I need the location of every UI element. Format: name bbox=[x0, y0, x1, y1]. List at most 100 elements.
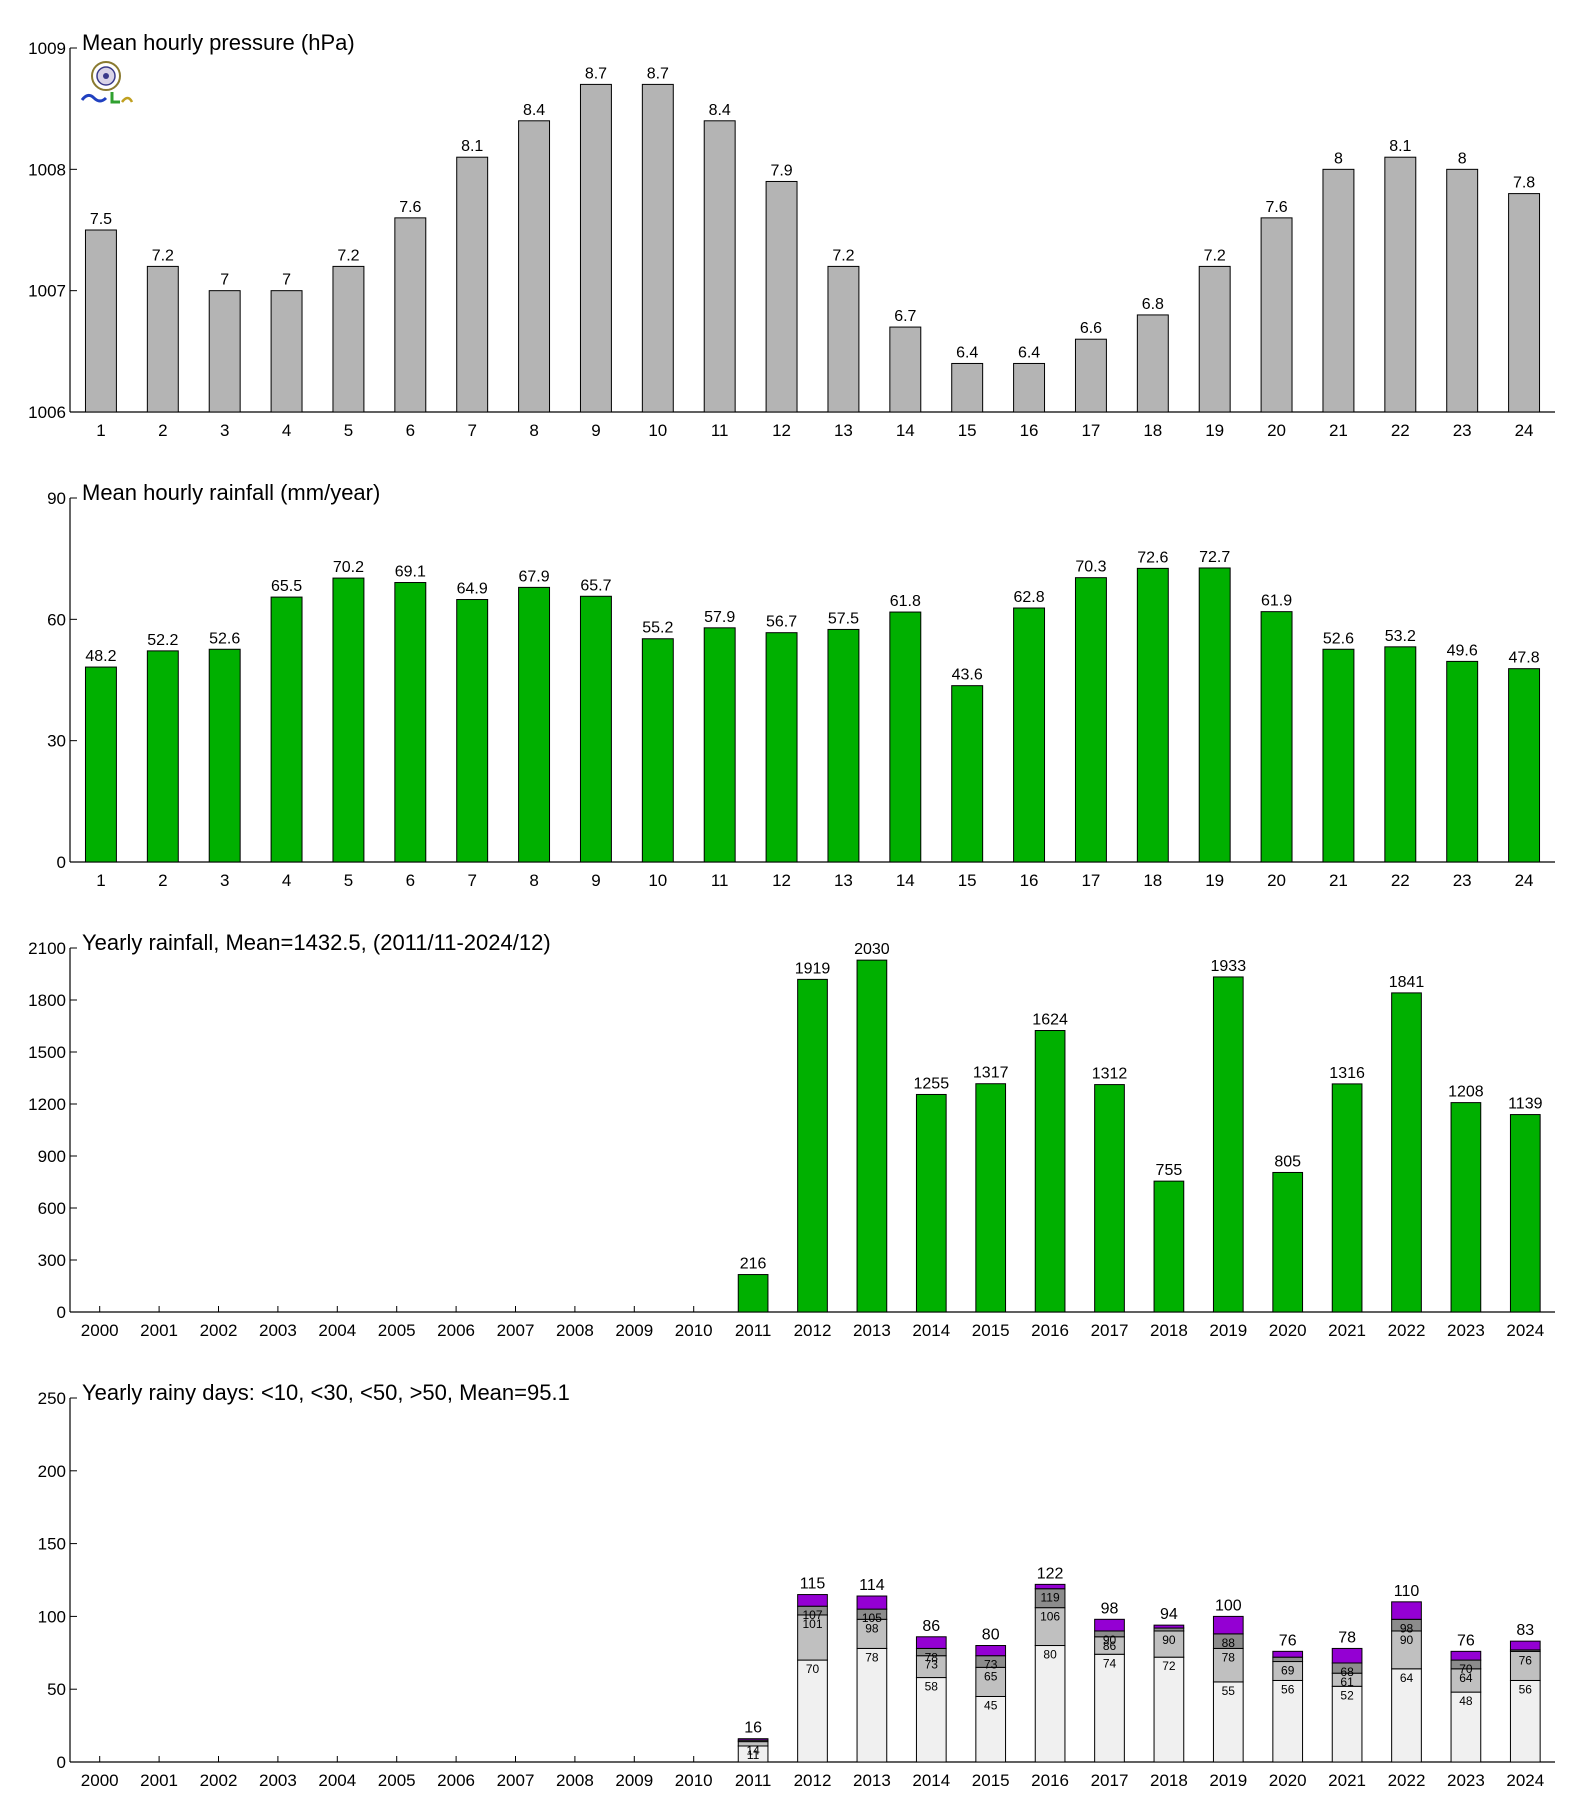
yearly-rain-x-tick-label: 2006 bbox=[437, 1321, 475, 1340]
hourly-rain-bar bbox=[889, 611, 922, 863]
pressure-y-tick-label: 1008 bbox=[28, 160, 66, 179]
yearly-rain-data-label: 1317 bbox=[973, 1065, 1009, 1082]
pressure-data-label: 8.4 bbox=[709, 102, 731, 119]
hourly-rain-x-tick-label: 15 bbox=[958, 871, 977, 890]
yearly-rain-x-tick-label: 2021 bbox=[1328, 1321, 1366, 1340]
pressure-data-label: 6.4 bbox=[1018, 344, 1040, 361]
rainy-days-segment-3 bbox=[975, 1645, 1007, 1657]
rainy-days-segment-label: 58 bbox=[925, 1680, 939, 1694]
yearly-rain-x-tick-label: 2017 bbox=[1091, 1321, 1129, 1340]
rainy-days-segment-0 bbox=[1450, 1691, 1482, 1763]
pressure-bar bbox=[1198, 265, 1231, 413]
rainy-days-x-tick-label: 2007 bbox=[497, 1771, 535, 1790]
rainy-days-segment-label: 69 bbox=[1281, 1664, 1295, 1678]
yearly-rain-bar bbox=[856, 959, 888, 1313]
rainy-days-x-tick-label: 2010 bbox=[675, 1771, 713, 1790]
rainy-days-segment-1 bbox=[797, 1614, 828, 1661]
rainy-days-segment-0 bbox=[1391, 1668, 1422, 1763]
pressure-bar bbox=[1013, 362, 1046, 413]
pressure-x-tick-label: 8 bbox=[529, 421, 538, 440]
hourly-rain-x-tick-label: 22 bbox=[1391, 871, 1410, 890]
rainy-days-y-tick-label: 100 bbox=[38, 1607, 66, 1626]
hourly-rain-x-tick-label: 14 bbox=[896, 871, 915, 890]
pressure-x-tick-label: 12 bbox=[772, 421, 791, 440]
rainy-days-x-tick-label: 2024 bbox=[1506, 1771, 1544, 1790]
rainy-days-segment-3 bbox=[1450, 1650, 1482, 1661]
pressure-x-tick-label: 7 bbox=[467, 421, 476, 440]
hourly-rain-data-label: 72.6 bbox=[1137, 549, 1168, 566]
rainy-days-segment-label: 78 bbox=[925, 1650, 939, 1664]
pressure-x-tick-label: 5 bbox=[344, 421, 353, 440]
yearly-rain-x-tick-label: 2007 bbox=[497, 1321, 535, 1340]
rainy-days-segment-label: 64 bbox=[1400, 1671, 1414, 1685]
hourly-rain-bar bbox=[518, 586, 551, 863]
rainy-days-total-label: 114 bbox=[859, 1577, 885, 1594]
rainy-days-segment-0 bbox=[1034, 1645, 1066, 1763]
rainy-days-x-tick-label: 2002 bbox=[200, 1771, 238, 1790]
hourly-rain-x-tick-label: 18 bbox=[1143, 871, 1162, 890]
hourly-rain-bar bbox=[332, 577, 365, 863]
rainy-days-y-tick-label: 250 bbox=[38, 1389, 66, 1408]
yearly-rain-x-tick-label: 2009 bbox=[615, 1321, 653, 1340]
yearly-rain-bar bbox=[915, 1093, 947, 1313]
pressure-bar bbox=[889, 326, 922, 413]
hourly-rain-bar bbox=[765, 632, 798, 863]
rainy-days-total-label: 115 bbox=[800, 1576, 826, 1593]
rainy-days-segment-label: 64 bbox=[1459, 1671, 1473, 1685]
yearly-rain-y-tick-label: 300 bbox=[38, 1251, 66, 1270]
rainy-days-segment-3 bbox=[1212, 1615, 1244, 1635]
pressure-bar bbox=[208, 290, 241, 413]
rainy-days-segment-label: 70 bbox=[806, 1662, 820, 1676]
rainy-days-x-tick-label: 2021 bbox=[1328, 1771, 1366, 1790]
pressure-data-label: 7 bbox=[282, 272, 291, 289]
rainy-days-total-label: 80 bbox=[982, 1627, 1000, 1644]
pressure-x-tick-label: 17 bbox=[1081, 421, 1100, 440]
rainy-days-segment-label: 56 bbox=[1281, 1682, 1295, 1696]
rainy-days-segment-3 bbox=[1331, 1647, 1363, 1664]
rainy-days-segment-label: 65 bbox=[984, 1669, 998, 1683]
hourly-rain-bar bbox=[270, 596, 303, 863]
hourly-rain-y-tick-label: 0 bbox=[57, 853, 66, 872]
hourly-rain-data-label: 43.6 bbox=[952, 667, 983, 684]
pressure-data-label: 7.2 bbox=[337, 247, 359, 264]
rainy-days-chart: 0 50 100 150 200 250 2000 2001 2002 2003 2004 2005 2… bbox=[38, 1389, 1555, 1790]
rainy-days-segment-label: 90 bbox=[1103, 1633, 1117, 1647]
rainy-days-segment-label: 119 bbox=[1041, 1591, 1060, 1605]
pressure-data-label: 8 bbox=[1458, 150, 1467, 167]
yearly-rain-y-tick-label: 1500 bbox=[28, 1043, 66, 1062]
hourly-rain-data-label: 55.2 bbox=[642, 620, 673, 637]
rainy-days-segment-label: 68 bbox=[1340, 1665, 1354, 1679]
hourly-rain-y-tick-label: 60 bbox=[47, 610, 66, 629]
pressure-bar bbox=[1260, 217, 1293, 413]
rainy-days-x-tick-label: 2016 bbox=[1031, 1771, 1069, 1790]
rainy-days-segment-label: 105 bbox=[862, 1611, 882, 1625]
rainy-days-segment-0 bbox=[1509, 1679, 1541, 1763]
yearly-rain-y-tick-label: 600 bbox=[38, 1199, 66, 1218]
rainy-days-x-tick-label: 2009 bbox=[615, 1771, 653, 1790]
rainy-days-segment-1 bbox=[856, 1618, 888, 1649]
pressure-data-label: 7.2 bbox=[832, 247, 854, 264]
rainy-days-total-label: 86 bbox=[922, 1618, 940, 1635]
rainy-days-segment-label: 90 bbox=[1162, 1633, 1176, 1647]
yearly-rain-x-tick-label: 2001 bbox=[140, 1321, 178, 1340]
pressure-bar bbox=[394, 217, 427, 413]
hourly-rain-bar bbox=[1384, 646, 1417, 863]
rainy-days-total-label: 76 bbox=[1279, 1632, 1297, 1649]
yearly-rain-x-tick-label: 2015 bbox=[972, 1321, 1010, 1340]
hourly-rain-data-label: 70.2 bbox=[333, 559, 364, 576]
pressure-data-label: 7.2 bbox=[152, 247, 174, 264]
hourly-rain-data-label: 56.7 bbox=[766, 614, 797, 631]
pressure-x-tick-label: 3 bbox=[220, 421, 229, 440]
hourly-rain-data-label: 49.6 bbox=[1447, 642, 1478, 659]
rainy-days-x-tick-label: 2013 bbox=[853, 1771, 891, 1790]
yearly-rain-x-tick-label: 2002 bbox=[200, 1321, 238, 1340]
pressure-x-tick-label: 14 bbox=[896, 421, 915, 440]
hourly-rain-data-label: 70.3 bbox=[1075, 559, 1106, 576]
hourly-rain-data-label: 52.6 bbox=[209, 630, 240, 647]
yearly-rain-bar bbox=[1331, 1083, 1363, 1313]
pressure-x-tick-label: 15 bbox=[958, 421, 977, 440]
rainy-days-segment-0 bbox=[1094, 1653, 1125, 1763]
rainy-days-x-tick-label: 2001 bbox=[140, 1771, 178, 1790]
pressure-data-label: 7.5 bbox=[90, 211, 112, 228]
rainy-days-segment-label: 98 bbox=[865, 1621, 879, 1635]
